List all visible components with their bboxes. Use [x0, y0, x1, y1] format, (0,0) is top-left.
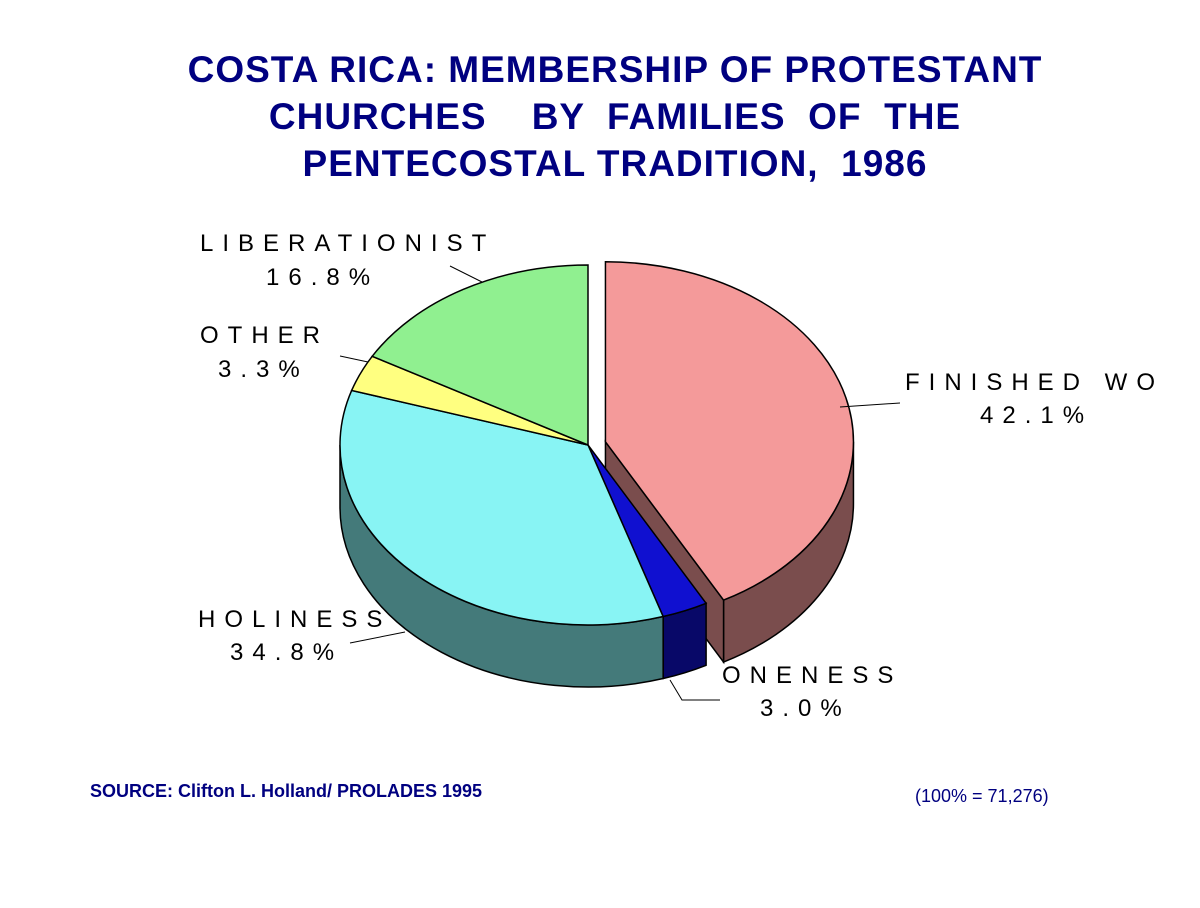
value-label: 3.0% [760, 695, 851, 722]
leader-line [349, 631, 406, 644]
value-label: 34.8% [230, 639, 343, 666]
leader-line [449, 265, 483, 283]
chart-title: CHURCHES BY FAMILIES OF THE [269, 96, 961, 137]
source: SOURCE: Clifton L. Holland/ PROLADES 199… [90, 781, 482, 801]
leader-line [669, 679, 720, 701]
value-label: 42.1% [980, 402, 1093, 429]
leader-line [339, 355, 369, 363]
pie-slice [604, 261, 855, 601]
chart-title: PENTECOSTAL TRADITION, 1986 [303, 143, 928, 184]
slice-label: ONENESS [722, 662, 902, 689]
slice-label: HOLINESS [198, 606, 391, 633]
pie-slice [370, 264, 589, 447]
value-label: 3.3% [218, 356, 309, 383]
note: (100% = 71,276) [915, 786, 1049, 806]
leader-line [839, 402, 901, 408]
slice-label: OTHER [200, 322, 329, 349]
chart-title: COSTA RICA: MEMBERSHIP OF PROTESTANT [188, 49, 1043, 90]
slice-label: FINISHED WO [905, 369, 1164, 396]
slice-label: LIBERATIONIST [200, 230, 495, 257]
value-label: 16.8% [266, 264, 379, 291]
pie-slice [339, 389, 665, 626]
